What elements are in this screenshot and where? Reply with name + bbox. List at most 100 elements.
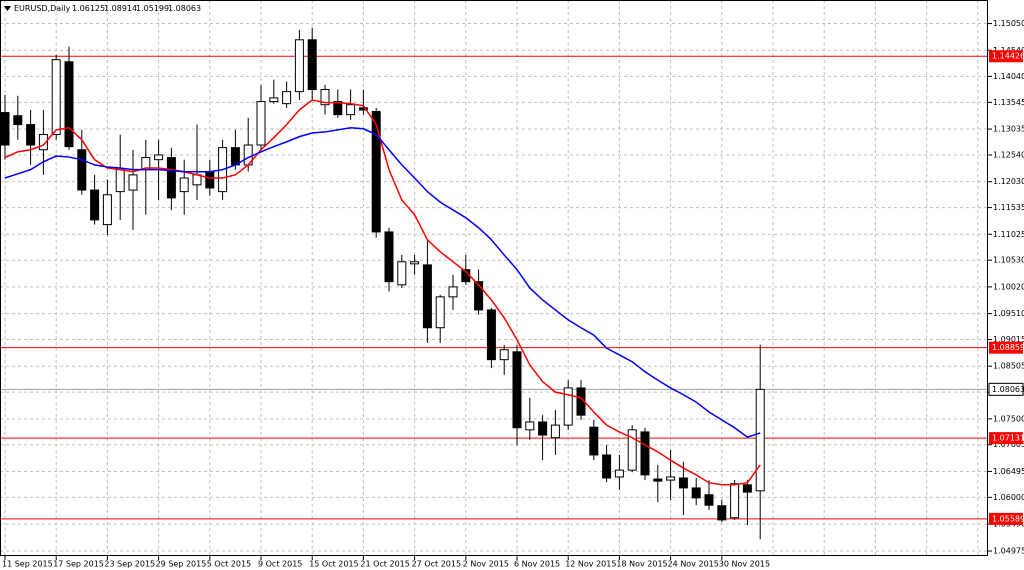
candle-body xyxy=(742,484,752,493)
title-icon xyxy=(4,6,11,11)
candle-body xyxy=(525,421,535,431)
candle-body xyxy=(640,431,650,476)
y-tick-label: 1.13545 xyxy=(993,98,1024,107)
y-tick-label: 1.12030 xyxy=(993,177,1024,186)
x-tick-label: 17 Sep 2015 xyxy=(53,560,104,569)
x-tick-label: 30 Nov 2015 xyxy=(719,560,770,569)
candle-body xyxy=(666,476,676,481)
candle-body xyxy=(192,174,202,186)
x-tick-label: 23 Sep 2015 xyxy=(104,560,155,569)
candle-body xyxy=(64,61,74,148)
candle-body xyxy=(294,39,304,93)
candle-body xyxy=(384,231,394,283)
candle-body xyxy=(0,112,10,146)
candle-body xyxy=(128,174,138,191)
y-tick-label: 1.07005 xyxy=(993,440,1024,449)
ohlc-close: 1.08063 xyxy=(168,4,201,13)
candle-body xyxy=(269,97,279,103)
ohlc-low: 1.05199 xyxy=(136,4,169,13)
candle-body xyxy=(102,194,112,226)
candle-body xyxy=(614,469,624,478)
candle-body xyxy=(435,296,445,329)
x-tick-label: 29 Sep 2015 xyxy=(156,560,207,569)
candle-body xyxy=(115,169,125,193)
candle-body xyxy=(397,261,407,286)
candle-body xyxy=(166,157,176,199)
candle-body xyxy=(422,264,432,329)
y-tick-label: 1.11535 xyxy=(993,203,1024,212)
candle-body xyxy=(563,387,573,426)
x-tick-label: 5 Oct 2015 xyxy=(207,560,251,569)
candle-body xyxy=(627,429,637,471)
ohlc-high: 1.08914 xyxy=(104,4,137,13)
candle-body xyxy=(410,261,420,265)
candle-body xyxy=(333,101,343,116)
y-tick-label: 1.06000 xyxy=(993,493,1024,502)
candle-body xyxy=(346,104,356,116)
candle-body xyxy=(154,154,164,161)
chart-title: EURUSD,Daily xyxy=(14,4,71,13)
y-tick-label: 1.09510 xyxy=(993,309,1024,318)
candle-body xyxy=(512,351,522,429)
candle-body xyxy=(730,483,740,519)
candle-body xyxy=(205,171,215,189)
candle-body xyxy=(307,39,317,91)
level-label-box xyxy=(989,50,1023,63)
x-tick-label: 12 Nov 2015 xyxy=(565,560,616,569)
y-tick-label: 1.06495 xyxy=(993,467,1024,476)
candle-body xyxy=(320,89,330,106)
y-tick-label: 1.07500 xyxy=(993,414,1024,423)
candle-body xyxy=(755,388,765,492)
level-label-box xyxy=(989,341,1023,354)
candle-body xyxy=(230,147,240,166)
y-tick-label: 1.10020 xyxy=(993,282,1024,291)
candle-body xyxy=(358,107,368,111)
candle-body xyxy=(448,286,458,298)
x-tick-label: 21 Oct 2015 xyxy=(360,560,409,569)
candle-body xyxy=(13,115,23,126)
y-tick-label: 1.14040 xyxy=(993,72,1024,81)
x-tick-label: 2 Nov 2015 xyxy=(463,560,509,569)
candle-body xyxy=(38,134,48,151)
y-tick-label: 1.10530 xyxy=(993,256,1024,265)
y-tick-label: 1.13035 xyxy=(993,125,1024,134)
y-tick-label: 1.08505 xyxy=(993,362,1024,371)
x-tick-label: 18 Nov 2015 xyxy=(616,560,667,569)
candle-body xyxy=(90,189,100,221)
candle-body xyxy=(704,494,714,506)
moving-average-line xyxy=(4,126,761,438)
candle-body xyxy=(282,91,292,105)
candle-body xyxy=(678,477,688,489)
axis: 1.150501.145401.140401.135451.130351.125… xyxy=(2,19,1024,568)
y-tick-label: 1.09015 xyxy=(993,335,1024,344)
y-tick-label: 1.11025 xyxy=(993,230,1024,239)
candle-body xyxy=(589,426,599,456)
candle-body xyxy=(26,124,36,146)
x-tick-label: 24 Nov 2015 xyxy=(668,560,719,569)
level-label-box xyxy=(989,432,1023,445)
title-group: EURUSD,Daily 1.06125 1.08914 1.05199 1.0… xyxy=(4,4,201,13)
x-tick-label: 15 Oct 2015 xyxy=(309,560,358,569)
candle-body xyxy=(371,111,381,233)
level-label: 1.07131 xyxy=(992,434,1024,443)
y-tick-label: 1.12540 xyxy=(993,150,1024,159)
candle-body xyxy=(486,309,496,361)
candle-body xyxy=(653,478,663,482)
candle-body xyxy=(602,454,612,479)
levels xyxy=(0,55,988,520)
candle-body xyxy=(499,349,509,361)
level-label: 1.05589 xyxy=(992,514,1024,523)
x-tick-label: 9 Oct 2015 xyxy=(258,560,302,569)
candle-body xyxy=(77,149,87,191)
x-tick-label: 11 Sep 2015 xyxy=(2,560,53,569)
ohlc-open: 1.06125 xyxy=(72,4,105,13)
level-label: 1.14426 xyxy=(992,52,1024,61)
x-tick-label: 27 Oct 2015 xyxy=(412,560,461,569)
x-tick-label: 6 Nov 2015 xyxy=(514,560,560,569)
candle-body xyxy=(474,281,484,311)
candle-body xyxy=(179,177,189,193)
candle-body xyxy=(717,505,727,521)
